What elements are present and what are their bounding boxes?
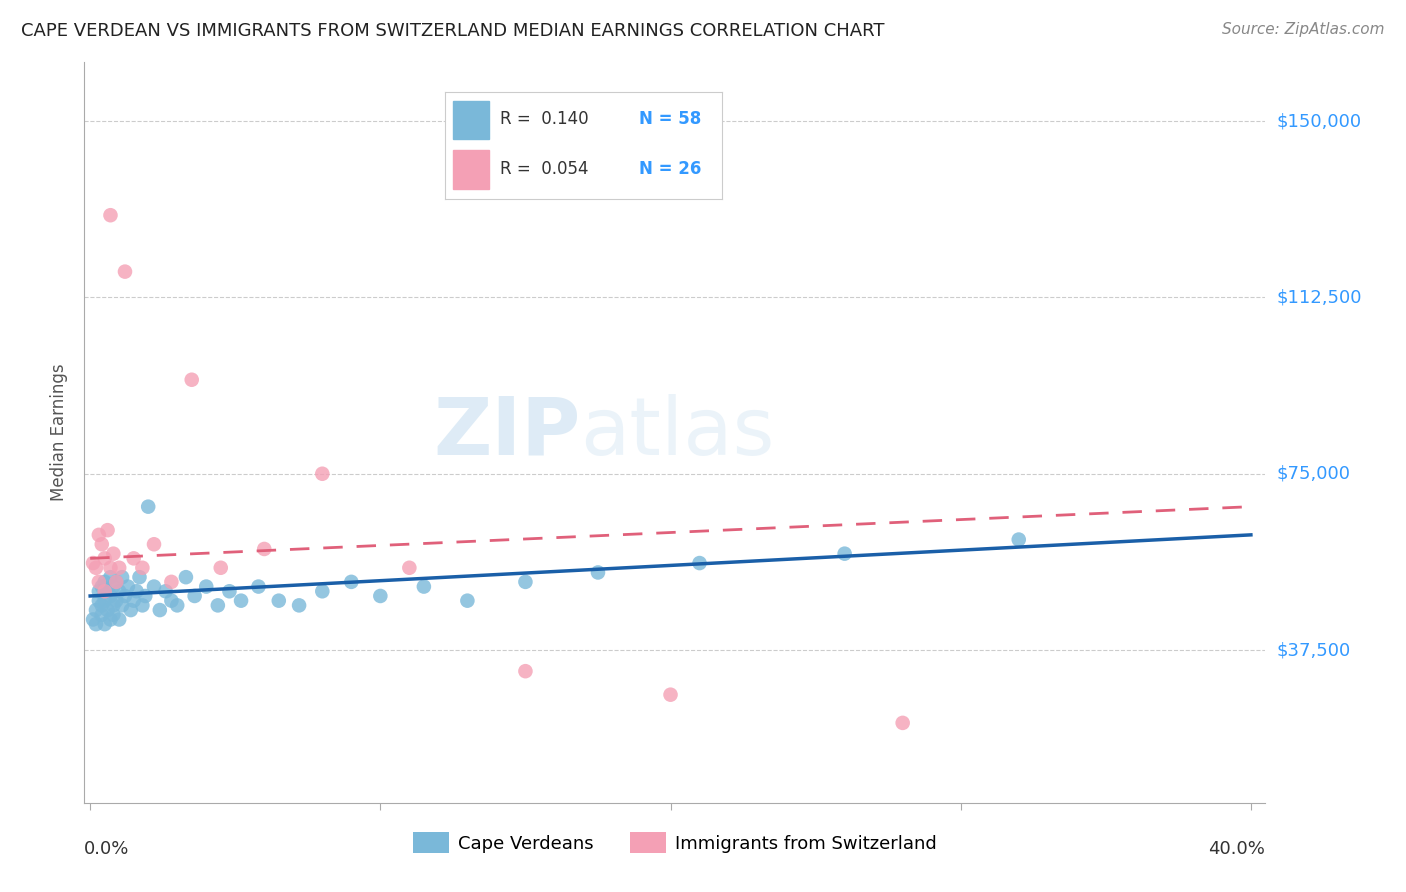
- Point: [456, 593, 478, 607]
- Point: [84, 617, 107, 632]
- Point: [370, 589, 392, 603]
- Point: [247, 580, 270, 594]
- Point: [105, 574, 128, 589]
- Point: [84, 603, 107, 617]
- Text: 0.0%: 0.0%: [84, 840, 129, 858]
- Point: [166, 599, 188, 613]
- Y-axis label: Median Earnings: Median Earnings: [51, 364, 69, 501]
- Point: [97, 523, 120, 537]
- Point: [288, 599, 311, 613]
- Point: [207, 599, 229, 613]
- Point: [311, 467, 333, 481]
- Point: [87, 593, 110, 607]
- Point: [195, 580, 218, 594]
- Point: [111, 599, 134, 613]
- Point: [97, 584, 120, 599]
- Point: [183, 589, 205, 603]
- Point: [253, 541, 276, 556]
- Point: [97, 603, 120, 617]
- Point: [105, 593, 128, 607]
- Point: [82, 556, 104, 570]
- Point: [93, 574, 115, 589]
- Point: [103, 599, 125, 613]
- Point: [93, 593, 115, 607]
- Point: [111, 570, 134, 584]
- Text: $37,500: $37,500: [1277, 641, 1351, 659]
- Point: [100, 589, 122, 603]
- Text: atlas: atlas: [581, 393, 775, 472]
- Point: [100, 612, 122, 626]
- Point: [90, 599, 112, 613]
- Point: [209, 561, 232, 575]
- Point: [586, 566, 609, 580]
- Point: [131, 561, 153, 575]
- Point: [131, 599, 153, 613]
- Point: [891, 715, 914, 730]
- Point: [117, 580, 139, 594]
- Point: [143, 580, 166, 594]
- Point: [311, 584, 333, 599]
- Point: [136, 500, 159, 514]
- Point: [149, 603, 172, 617]
- Point: [93, 617, 115, 632]
- Text: Source: ZipAtlas.com: Source: ZipAtlas.com: [1222, 22, 1385, 37]
- Text: $112,500: $112,500: [1277, 288, 1362, 307]
- Point: [100, 208, 122, 222]
- Point: [155, 584, 177, 599]
- Point: [90, 537, 112, 551]
- Point: [128, 570, 150, 584]
- Point: [93, 551, 115, 566]
- Point: [90, 607, 112, 622]
- Point: [84, 561, 107, 575]
- Point: [120, 603, 142, 617]
- Point: [1008, 533, 1031, 547]
- Point: [340, 574, 363, 589]
- Point: [218, 584, 240, 599]
- Point: [114, 589, 136, 603]
- Point: [267, 593, 290, 607]
- Point: [689, 556, 711, 570]
- Point: [160, 574, 183, 589]
- Point: [114, 265, 136, 279]
- Point: [229, 593, 252, 607]
- Text: $150,000: $150,000: [1277, 112, 1361, 130]
- Point: [125, 584, 148, 599]
- Point: [108, 584, 131, 599]
- Point: [87, 528, 110, 542]
- Point: [100, 570, 122, 584]
- Point: [659, 688, 682, 702]
- Point: [90, 580, 112, 594]
- Text: 40.0%: 40.0%: [1209, 840, 1265, 858]
- Legend: Cape Verdeans, Immigrants from Switzerland: Cape Verdeans, Immigrants from Switzerla…: [406, 825, 943, 861]
- Point: [160, 593, 183, 607]
- Text: ZIP: ZIP: [433, 393, 581, 472]
- Point: [412, 580, 434, 594]
- Point: [515, 664, 537, 678]
- Point: [100, 561, 122, 575]
- Text: $75,000: $75,000: [1277, 465, 1351, 483]
- Point: [103, 547, 125, 561]
- Point: [105, 574, 128, 589]
- Point: [93, 584, 115, 599]
- Point: [174, 570, 197, 584]
- Point: [87, 584, 110, 599]
- Point: [103, 607, 125, 622]
- Point: [122, 551, 145, 566]
- Point: [87, 574, 110, 589]
- Point: [122, 593, 145, 607]
- Point: [515, 574, 537, 589]
- Point: [180, 373, 202, 387]
- Point: [143, 537, 166, 551]
- Point: [398, 561, 420, 575]
- Point: [103, 580, 125, 594]
- Text: CAPE VERDEAN VS IMMIGRANTS FROM SWITZERLAND MEDIAN EARNINGS CORRELATION CHART: CAPE VERDEAN VS IMMIGRANTS FROM SWITZERL…: [21, 22, 884, 40]
- Point: [108, 561, 131, 575]
- Point: [82, 612, 104, 626]
- Point: [834, 547, 856, 561]
- Point: [108, 612, 131, 626]
- Point: [134, 589, 156, 603]
